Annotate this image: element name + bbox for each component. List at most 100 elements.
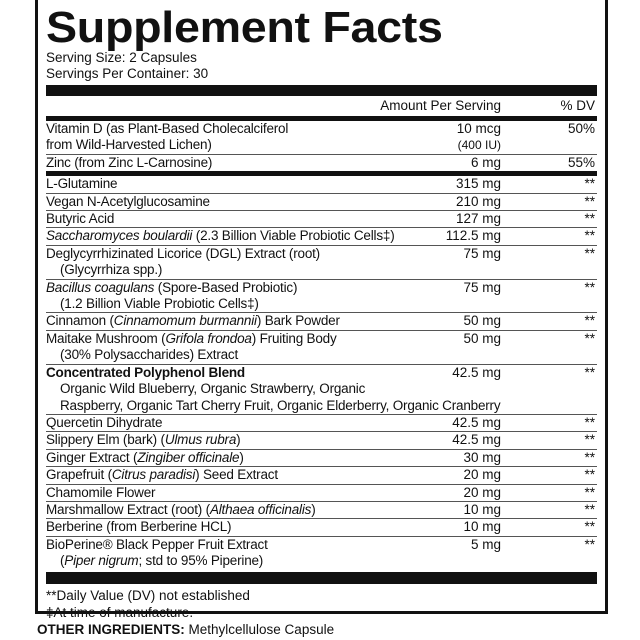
- table-row: Deglycyrrhizinated Licorice (DGL) Extrac…: [46, 245, 597, 280]
- table-row: Maitake Mushroom (Grifola frondoa) Fruit…: [46, 330, 597, 365]
- amount-value: 5 mg: [470, 536, 501, 552]
- table-row: Cinnamon (Cinnamomum burmannii) Bark Pow…: [46, 313, 597, 331]
- name-line: Chamomile Flower: [46, 485, 597, 501]
- amount-value: 20 mg: [463, 484, 501, 500]
- name-segment: Grapefruit (: [46, 467, 112, 483]
- table-row: Vitamin D (as Plant-Based Cholecalcifero…: [46, 121, 597, 155]
- name-line: from Wild-Harvested Lichen): [46, 137, 597, 153]
- divider-thick: [46, 85, 597, 96]
- name-segment: ) Bark Powder: [256, 313, 340, 329]
- ingredient-name: Ginger Extract (Zingiber officinale): [46, 450, 597, 466]
- daily-value: **: [584, 414, 595, 430]
- other-ingredients-label: OTHER INGREDIENTS:: [37, 622, 185, 637]
- daily-value: 50%: [567, 121, 595, 136]
- daily-value: 55%: [567, 154, 595, 170]
- amount-value: 315 mg: [455, 176, 501, 192]
- table-row: BioPerine® Black Pepper Fruit Extract (Pi…: [46, 536, 597, 570]
- amount: 10 mcg (400 IU): [453, 121, 501, 154]
- amount-value: 42.5 mg: [452, 432, 501, 448]
- amount-value: 42.5 mg: [452, 414, 501, 430]
- daily-value: **: [584, 211, 595, 227]
- name-segment: (2.3 Billion Viable Probiotic Cells‡): [192, 228, 395, 244]
- ingredient-name: Butyric Acid: [46, 211, 597, 227]
- name-line: L-Glutamine: [46, 176, 597, 192]
- daily-value: **: [584, 245, 595, 261]
- amount-value: 112.5 mg: [445, 228, 501, 244]
- amount-value: 50 mg: [463, 313, 501, 329]
- name-segment: Ginger Extract (: [46, 449, 138, 465]
- name-segment: Slippery Elm (bark) (: [46, 432, 165, 448]
- name-segment: BioPerine® Black Pepper Fruit Extract: [46, 536, 268, 552]
- amount-value: 210 mg: [455, 193, 501, 209]
- name-line: Vitamin D (as Plant-Based Cholecalcifero…: [46, 121, 597, 137]
- ingredient-name: Chamomile Flower: [46, 485, 597, 501]
- daily-value: **: [584, 484, 595, 500]
- name-line: (Piper nigrum; std to 95% Piperine): [46, 553, 597, 569]
- amount-value: 75 mg: [463, 279, 501, 295]
- ingredient-name: Saccharomyces boulardii (2.3 Billion Via…: [46, 228, 597, 244]
- amount-value: 6 mg: [470, 154, 501, 170]
- amount: 30 mg: [460, 449, 501, 467]
- table-row: Butyric Acid 127 mg **: [46, 211, 597, 229]
- amount: 42.5 mg: [449, 364, 501, 382]
- ingredient-name: Grapefruit (Citrus paradisi) Seed Extrac…: [46, 467, 597, 483]
- amount-value: 20 mg: [463, 467, 501, 483]
- daily-value: **: [584, 193, 595, 209]
- amount: 10 mg: [460, 501, 501, 519]
- amount-alt: (400 IU): [457, 138, 501, 153]
- name-line: Cinnamon (Cinnamomum burmannii) Bark Pow…: [46, 313, 597, 329]
- amount: 50 mg: [460, 313, 501, 330]
- name-segment: Butyric Acid: [46, 211, 115, 227]
- daily-value: **: [584, 313, 595, 329]
- amount: 10 mg: [460, 519, 501, 536]
- table-row: Berberine (from Berberine HCL) 10 mg **: [46, 519, 597, 537]
- name-line: Concentrated Polyphenol Blend: [46, 365, 597, 381]
- ingredient-name: Quercetin Dihydrate: [46, 415, 597, 431]
- name-segment: Ulmus rubra: [164, 432, 237, 448]
- amount-value: 75 mg: [463, 245, 501, 261]
- name-line: Maitake Mushroom (Grifola frondoa) Fruit…: [46, 331, 597, 347]
- name-segment: Organic Wild Blueberry, Organic Strawber…: [60, 381, 366, 397]
- daily-value: **: [584, 228, 595, 244]
- table-row: Quercetin Dihydrate 42.5 mg **: [46, 414, 597, 433]
- name-line: Organic Wild Blueberry, Organic Strawber…: [46, 381, 597, 397]
- divider-medium: [46, 171, 597, 177]
- other-ingredients: OTHER INGREDIENTS: Methylcellulose Capsu…: [37, 622, 334, 638]
- name-segment: Althaea officinalis: [209, 501, 312, 517]
- ingredient-name: L-Glutamine: [46, 176, 597, 192]
- daily-value: **: [584, 449, 595, 465]
- column-header: Amount Per Serving % DV: [46, 96, 597, 114]
- ingredient-name: BioPerine® Black Pepper Fruit Extract (Pi…: [46, 537, 597, 570]
- amount: 42.5 mg: [449, 432, 501, 449]
- name-segment: ): [311, 501, 316, 517]
- daily-value: **: [584, 501, 595, 517]
- table-row: Ginger Extract (Zingiber officinale) 30 m…: [46, 449, 597, 468]
- ingredient-name: Vitamin D (as Plant-Based Cholecalcifero…: [46, 121, 597, 154]
- table-row: Vegan N-Acetylglucosamine 210 mg **: [46, 193, 597, 212]
- name-segment: ) Fruiting Body: [251, 330, 337, 346]
- name-segment: Quercetin Dihydrate: [46, 414, 163, 430]
- name-segment: (Glycyrrhiza spp.): [60, 262, 163, 278]
- name-line: Grapefruit (Citrus paradisi) Seed Extrac…: [46, 467, 597, 483]
- name-line: Raspberry, Organic Tart Cherry Fruit, Or…: [46, 398, 597, 414]
- name-segment: Raspberry, Organic Tart Cherry Fruit, Or…: [60, 397, 501, 413]
- ingredient-name: Deglycyrrhizinated Licorice (DGL) Extrac…: [46, 246, 597, 279]
- name-line: Quercetin Dihydrate: [46, 415, 597, 431]
- other-ingredients-value: Methylcellulose Capsule: [184, 622, 335, 637]
- name-segment: ) Seed Extract: [195, 467, 278, 483]
- amount: 20 mg: [460, 467, 501, 484]
- amount: 315 mg: [452, 176, 501, 193]
- dv-header: % DV: [560, 98, 595, 113]
- name-line: Zinc (from Zinc L-Carnosine): [46, 155, 597, 171]
- name-segment: ): [239, 449, 244, 465]
- name-segment: (Spore-Based Probiotic): [154, 279, 298, 295]
- ingredient-name: Berberine (from Berberine HCL): [46, 519, 597, 535]
- name-segment: Cinnamomum burmannii: [113, 313, 257, 329]
- name-segment: (30% Polysaccharides) Extract: [60, 347, 239, 363]
- daily-value: **: [584, 279, 595, 295]
- panel-title: Supplement Facts: [46, 3, 443, 52]
- name-line: Berberine (from Berberine HCL): [46, 519, 597, 535]
- amount: 210 mg: [452, 193, 501, 211]
- name-segment: Cinnamon (: [46, 313, 114, 329]
- amount-value: 30 mg: [463, 449, 501, 465]
